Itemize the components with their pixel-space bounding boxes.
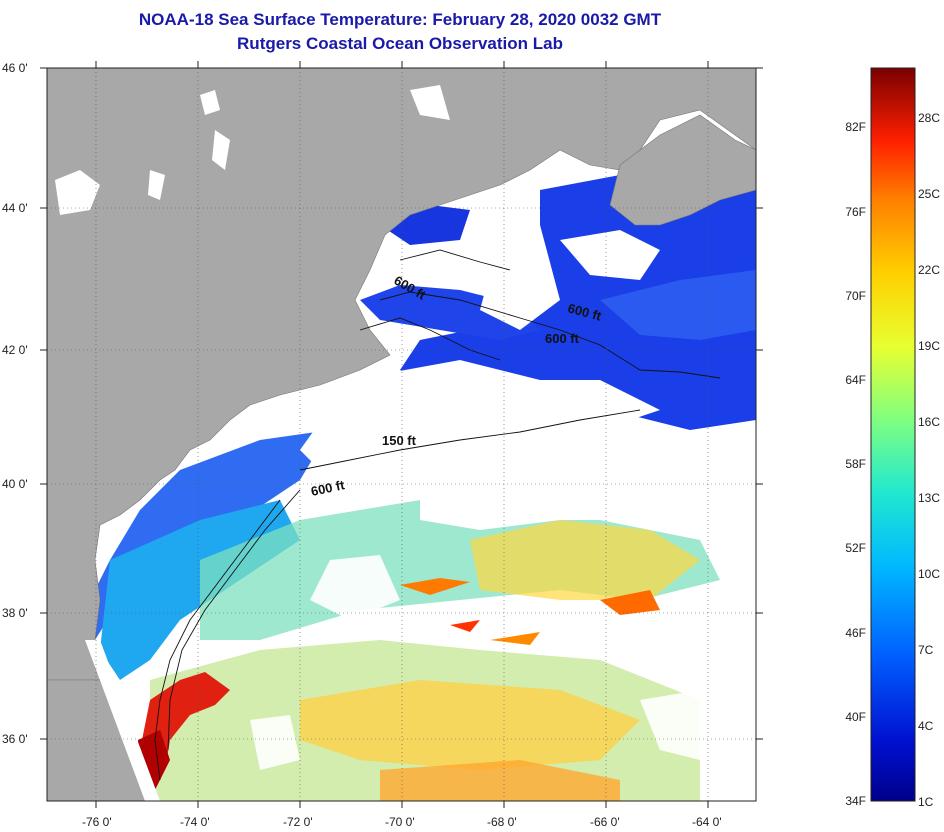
lat-label: 38 0' <box>2 606 28 620</box>
land <box>47 68 756 801</box>
lat-label: 44 0' <box>2 201 28 215</box>
lat-label: 36 0' <box>2 732 28 746</box>
colorbar-c-label: 4C <box>918 719 934 733</box>
lat-label: 46 0' <box>2 61 28 75</box>
map-title: NOAA-18 Sea Surface Temperature: Februar… <box>138 10 662 29</box>
colorbar-c-label: 16C <box>918 415 941 429</box>
colorbar-f-label: 70F <box>845 289 866 303</box>
lat-label: 40 0' <box>2 477 28 491</box>
lat-label: 42 0' <box>2 343 28 357</box>
inland-cloud-patches <box>55 85 450 215</box>
swath-edge <box>85 640 160 801</box>
colorbar-f-label: 52F <box>845 541 866 555</box>
colorbar-f-label: 46F <box>845 626 866 640</box>
lon-label: -76 0' <box>82 815 112 829</box>
colorbar-c-label: 7C <box>918 643 934 657</box>
colorbar-f-label: 58F <box>845 457 866 471</box>
map-subtitle: Rutgers Coastal Ocean Observation Lab <box>237 34 563 53</box>
colorbar-c-label: 28C <box>918 111 941 125</box>
colorbar <box>870 67 916 802</box>
cloud-cover <box>250 225 740 770</box>
lon-label: -66 0' <box>590 815 620 829</box>
colorbar-c-label: 10C <box>918 567 941 581</box>
lon-label: -74 0' <box>180 815 210 829</box>
lon-label: -70 0' <box>385 815 415 829</box>
lon-label: -64 0' <box>692 815 722 829</box>
colorbar-f-label: 64F <box>845 373 866 387</box>
colorbar-f-label: 40F <box>845 710 866 724</box>
colorbar-f-label: 82F <box>845 120 866 134</box>
colorbar-c-label: 19C <box>918 339 941 353</box>
colorbar-c-label: 22C <box>918 263 941 277</box>
colorbar-c-label: 13C <box>918 491 941 505</box>
colorbar-f-label: 76F <box>845 205 866 219</box>
lon-label: -68 0' <box>487 815 517 829</box>
contour-label: 600 ft <box>545 331 580 346</box>
colorbar-f-label: 34F <box>845 794 866 808</box>
depth-contours <box>154 249 721 781</box>
colorbar-c-label: 25C <box>918 187 941 201</box>
contour-label: 150 ft <box>382 433 417 448</box>
lon-label: -72 0' <box>283 815 313 829</box>
colorbar-c-label: 1C <box>918 795 934 809</box>
map-area: 600 ft 600 ft 600 ft 150 ft 600 ft <box>47 68 756 801</box>
axis-ticks <box>40 61 763 808</box>
contour-label: 600 ft <box>310 477 347 499</box>
